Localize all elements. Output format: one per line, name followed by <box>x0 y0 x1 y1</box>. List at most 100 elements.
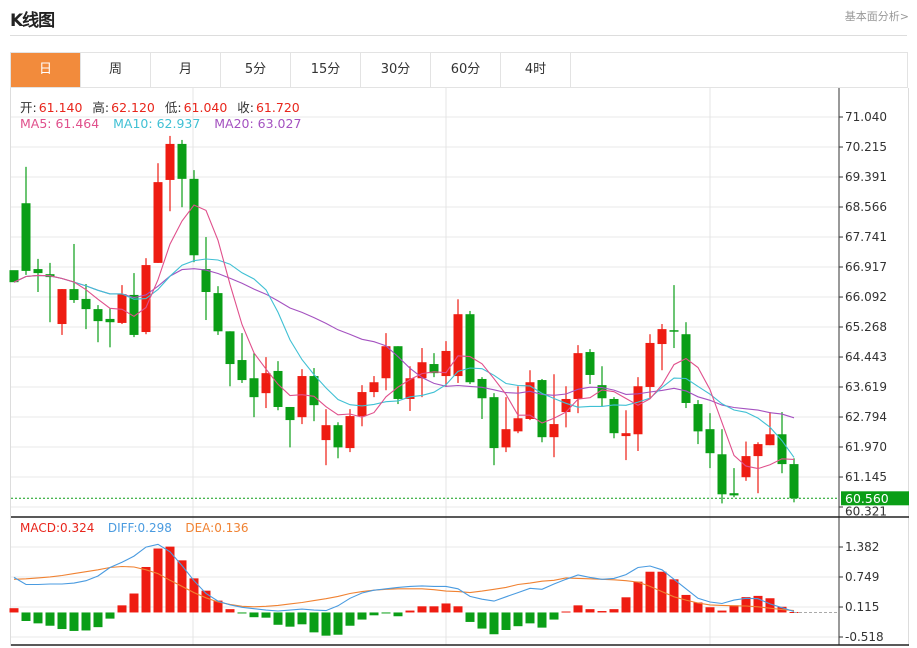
candle-body <box>129 294 139 335</box>
macd-value: MACD:0.324 <box>20 521 95 535</box>
macd-bar <box>465 612 475 622</box>
macd-bar <box>429 606 439 613</box>
candle-body <box>561 398 571 413</box>
divider <box>10 35 907 36</box>
candle-body <box>297 376 307 418</box>
ma5-line <box>13 204 795 470</box>
tab-30min[interactable]: 30分 <box>361 53 431 87</box>
macd-bar <box>513 612 523 627</box>
candle <box>297 369 307 425</box>
candle-body <box>285 406 295 421</box>
macd-bar <box>609 609 619 613</box>
low-label: 低: <box>164 100 182 115</box>
candle <box>513 386 523 434</box>
candle <box>153 163 163 263</box>
macd-bar <box>357 612 367 620</box>
candle <box>669 285 679 349</box>
high-value: 62.120 <box>111 100 155 115</box>
candle-body <box>333 425 343 448</box>
candle <box>177 139 187 208</box>
macd-bar <box>165 546 175 613</box>
candle-body <box>429 364 439 374</box>
macd-tick-label: -0.518 <box>845 630 884 644</box>
close-label: 收: <box>237 100 254 115</box>
candle <box>381 333 391 391</box>
macd-bar <box>213 600 223 613</box>
macd-tick-label: 0.115 <box>845 600 879 614</box>
macd-bar <box>45 612 55 626</box>
candle-body <box>93 309 103 322</box>
candle <box>333 422 343 459</box>
tab-5min[interactable]: 5分 <box>221 53 291 87</box>
candle-body <box>153 182 163 263</box>
candle <box>465 310 475 385</box>
candle-body <box>381 346 391 379</box>
macd-bar <box>729 605 739 613</box>
candle <box>549 374 559 458</box>
tab-day[interactable]: 日 <box>11 53 81 87</box>
candle <box>429 353 439 378</box>
tab-week[interactable]: 周 <box>81 53 151 87</box>
macd-bar <box>573 605 583 613</box>
candle <box>45 262 55 323</box>
candle <box>453 299 463 383</box>
macd-bar <box>57 612 67 630</box>
macd-readout: MACD:0.324 DIFF:0.298 DEA:0.136 <box>20 521 251 535</box>
candle-body <box>537 380 547 438</box>
candle-body <box>21 203 31 271</box>
candle-body <box>453 314 463 377</box>
dea-line <box>13 565 795 612</box>
candle-body <box>165 143 175 180</box>
candle-body <box>597 385 607 399</box>
candle-body <box>405 378 415 399</box>
price-tick-label: 61.145 <box>845 470 887 484</box>
candle-body <box>309 376 319 406</box>
diff-line <box>13 543 795 613</box>
macd-bar <box>321 612 331 636</box>
candle <box>501 397 511 453</box>
candle-body <box>33 269 43 274</box>
candle-body <box>573 353 583 399</box>
candle <box>201 237 211 321</box>
macd-bar <box>597 611 607 613</box>
macd-bar <box>741 597 751 613</box>
candle-body <box>513 418 523 432</box>
macd-bar <box>633 581 643 613</box>
macd-bar <box>33 612 43 624</box>
tab-month[interactable]: 月 <box>151 53 221 87</box>
candle-body <box>633 386 643 435</box>
tab-15min[interactable]: 15分 <box>291 53 361 87</box>
candle <box>249 353 259 418</box>
candle-body <box>117 294 127 323</box>
candle <box>537 378 547 443</box>
candle-body <box>57 289 67 325</box>
candle <box>105 308 115 348</box>
candle <box>9 270 19 283</box>
price-tick-label: 66.092 <box>845 290 887 304</box>
price-tick-label: 68.566 <box>845 200 887 214</box>
ma10-value: MA10: 62.937 <box>113 116 201 131</box>
macd-bar <box>717 610 727 613</box>
macd-bar <box>693 602 703 613</box>
candle-body <box>717 454 727 495</box>
price-tick-label: 62.794 <box>845 410 887 424</box>
candle-body <box>501 429 511 448</box>
candle-body <box>669 330 679 332</box>
candle <box>369 376 379 398</box>
candle-body <box>477 378 487 399</box>
macd-bar <box>753 595 763 613</box>
fundamental-analysis-link[interactable]: 基本面分析> <box>844 10 909 23</box>
tab-4hour[interactable]: 4时 <box>501 53 571 87</box>
ma20-line <box>13 268 795 419</box>
macd-bar <box>93 612 103 628</box>
macd-bar <box>249 612 259 618</box>
tab-60min[interactable]: 60分 <box>431 53 501 87</box>
price-tick-label: 60.321 <box>845 504 887 518</box>
price-tick-label: 70.215 <box>845 140 887 154</box>
kline-chart-area[interactable] <box>10 88 909 646</box>
macd-bar <box>681 594 691 613</box>
candle <box>165 135 175 212</box>
macd-bar <box>189 578 199 613</box>
macd-bar <box>561 611 571 613</box>
